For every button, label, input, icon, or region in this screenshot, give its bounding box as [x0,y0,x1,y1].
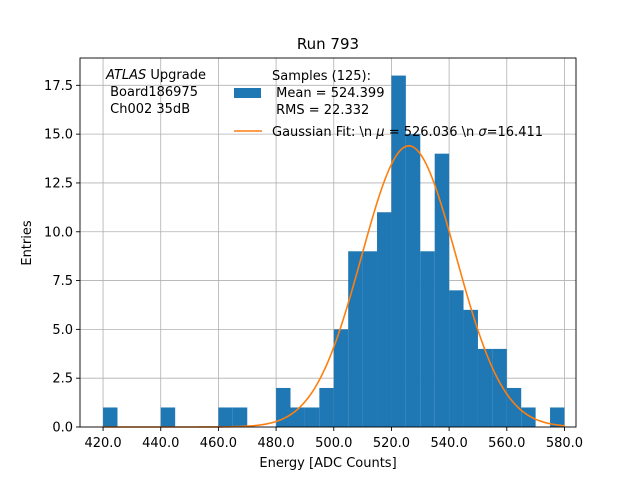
histogram-bar [492,348,507,427]
legend-samples-line2: Mean = 524.399 [272,86,384,101]
channel-label: Ch002 35dB [106,102,190,117]
histogram-bar [434,153,450,427]
board-label: Board186975 [106,85,198,100]
atlas-annotation: ATLAS Upgrade Board186975 Ch002 35dB [105,68,206,117]
y-tick-label: 10.0 [44,225,73,240]
y-tick-label: 5.0 [52,323,73,338]
histogram-bar [477,348,493,427]
histogram-bar [463,309,478,427]
y-tick-label: 7.5 [52,274,73,289]
y-axis-label: Entries [20,220,35,266]
y-tick-label: 15.0 [44,128,73,143]
svg-text:ATLAS Upgrade: ATLAS Upgrade [105,68,206,83]
histogram-bar [319,387,334,427]
histogram-bar [290,407,305,427]
histogram-bar [103,407,118,427]
x-tick-label: 580.0 [546,436,583,451]
y-tick-label: 2.5 [52,372,73,387]
histogram-bar [521,407,536,427]
histogram-bar [218,407,233,427]
histogram-bar [362,251,378,427]
legend-swatch-samples [234,88,261,98]
atlas-label: ATLAS [105,68,146,83]
histogram-bar [377,212,392,427]
x-tick-label: 440.0 [142,436,179,451]
x-tick-label: 520.0 [373,436,410,451]
histogram-bar [405,134,421,427]
x-axis-label: Energy [ADC Counts] [259,456,396,471]
legend-samples-line3: RMS = 22.332 [272,103,369,118]
histogram-bar [160,407,176,427]
x-tick-label: 420.0 [84,436,121,451]
legend: Samples (125): Mean = 524.399 RMS = 22.3… [234,69,543,140]
x-tick-label: 540.0 [431,436,468,451]
legend-samples-line1: Samples (125): [272,69,371,84]
histogram-bars [103,75,565,428]
y-tick-label: 12.5 [44,176,73,191]
x-axis-ticks: 420.0 440.0 460.0 480.0 500.0 520.0 540.0 560.0… [84,427,583,451]
x-tick-label: 480.0 [257,436,294,451]
x-tick-label: 500.0 [315,436,352,451]
plot-frame [79,57,577,428]
x-tick-label: 460.0 [200,436,237,451]
x-tick-label: 560.0 [488,436,525,451]
histogram-bar [391,75,406,428]
histogram-bar [333,329,349,427]
y-tick-label: 17.5 [44,79,73,94]
upgrade-label: Upgrade [146,68,206,83]
chart-title: Run 793 [297,35,359,53]
y-axis-ticks: 0.0 2.5 5.0 7.5 10.0 12.5 15.0 17.5 [44,79,80,436]
histogram-bar [232,407,248,427]
histogram-bar [550,407,565,427]
histogram-bar [449,290,464,427]
legend-fit-label: Gaussian Fit: \n μ = 526.036 \n σ=16.411 [272,125,543,140]
histogram-bar [304,407,320,427]
histogram-bar [348,251,363,427]
histogram-bar [420,251,435,427]
y-tick-label: 0.0 [52,421,73,436]
